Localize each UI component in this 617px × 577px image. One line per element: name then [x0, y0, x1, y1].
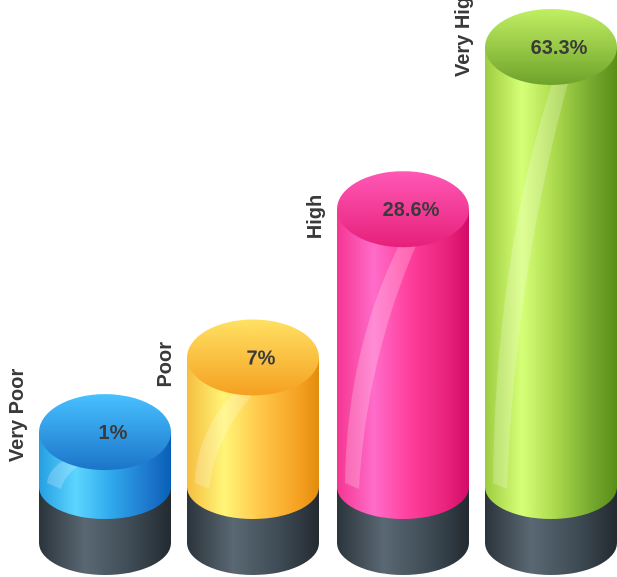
bar-group: 7% Poor [154, 319, 319, 575]
category-label: Poor [154, 342, 176, 388]
category-label: Very High [452, 0, 474, 77]
bar-top [337, 171, 469, 248]
bars-layer: 1% Very Poor 7% Poor 28.6% High 63.3% Very High [6, 0, 617, 575]
bar-group: 1% Very Poor [6, 369, 171, 575]
category-label: High [304, 195, 326, 239]
bar [187, 357, 319, 519]
bar-highlight [195, 367, 277, 489]
bar-top [187, 319, 319, 396]
data-label: 7% [247, 348, 276, 370]
bar-top [39, 394, 171, 471]
bar-highlight [345, 219, 427, 490]
data-label: 28.6% [383, 199, 440, 221]
bar-highlight [493, 57, 575, 489]
bar-group: 63.3% Very High [452, 0, 617, 575]
bar-group: 28.6% High [304, 171, 469, 575]
bar [485, 47, 617, 519]
bar [337, 209, 469, 520]
bar-top [485, 9, 617, 85]
data-label: 63.3% [531, 37, 588, 59]
category-label: Very Poor [6, 369, 28, 463]
data-label: 1% [99, 422, 128, 444]
